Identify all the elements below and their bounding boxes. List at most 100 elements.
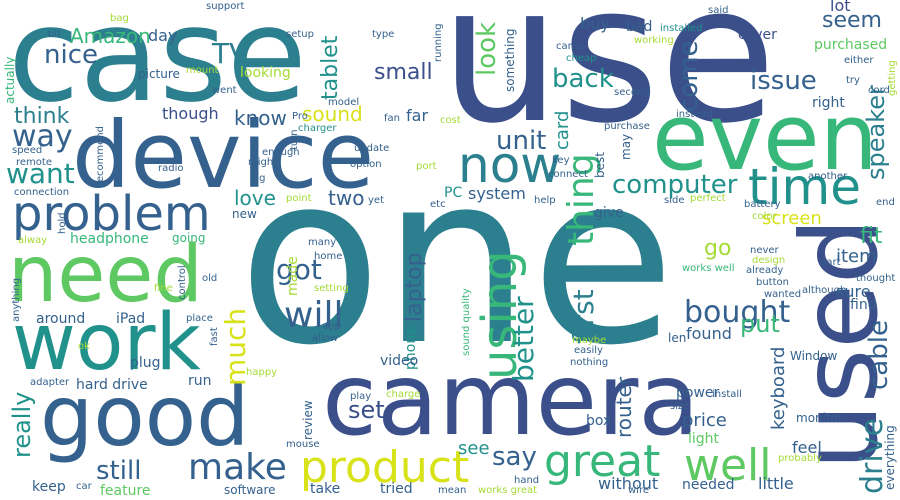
word-old: old bbox=[202, 273, 218, 284]
word-give: give bbox=[594, 205, 624, 221]
word-way: way bbox=[12, 119, 73, 154]
word-charge: charge bbox=[386, 389, 421, 400]
word-control: control bbox=[177, 265, 188, 300]
word-battery: battery bbox=[744, 199, 781, 210]
word-put: put bbox=[740, 310, 780, 338]
word-Window: Window bbox=[790, 349, 838, 363]
word-install: install bbox=[712, 389, 742, 400]
word-adapter: adapter bbox=[30, 377, 70, 388]
word-either: either bbox=[844, 55, 874, 66]
word-hard-drive: hard drive bbox=[76, 377, 148, 393]
word-Pro: Pro bbox=[292, 111, 308, 122]
word-will: will bbox=[284, 295, 344, 336]
word-everything: everything bbox=[883, 425, 897, 490]
word-right: right bbox=[812, 95, 845, 111]
word-monitor: monitor bbox=[796, 411, 843, 425]
word-without: without bbox=[598, 474, 659, 493]
word-came: came bbox=[556, 41, 584, 52]
word-yet: yet bbox=[368, 195, 384, 206]
word-although: although bbox=[802, 285, 847, 296]
word-around: around bbox=[36, 311, 86, 327]
word-go: go bbox=[704, 236, 732, 261]
word-best: best bbox=[593, 152, 607, 178]
word-want: want bbox=[6, 157, 75, 190]
word-well: well bbox=[684, 440, 772, 491]
word-nice: nice bbox=[44, 40, 98, 70]
word-anything: anything bbox=[11, 277, 22, 322]
word-better: better bbox=[507, 296, 540, 382]
word-fan: fan bbox=[384, 113, 400, 124]
word-ok: ok bbox=[78, 341, 90, 352]
word-might: might bbox=[248, 157, 278, 168]
word-type: type bbox=[372, 29, 395, 40]
word-cord: cord bbox=[868, 85, 890, 96]
word-now: now bbox=[458, 136, 562, 194]
word-car: car bbox=[76, 481, 92, 492]
word-good: good bbox=[40, 367, 250, 465]
word-instead: instead bbox=[676, 109, 713, 120]
word-happy: happy bbox=[246, 367, 278, 378]
word-work: work bbox=[12, 298, 201, 388]
word-mount: mount bbox=[186, 65, 219, 76]
word-mean: mean bbox=[438, 485, 467, 496]
word-running: running bbox=[433, 23, 444, 62]
word-set: set bbox=[348, 396, 385, 424]
word-got: got bbox=[276, 253, 322, 286]
word-perfect: perfect bbox=[690, 193, 726, 204]
word-purchased: purchased bbox=[814, 37, 888, 53]
word-light: light bbox=[688, 431, 720, 447]
word-alway: alway bbox=[18, 235, 48, 246]
word-two: two bbox=[328, 186, 365, 210]
word-keep: keep bbox=[32, 479, 66, 495]
word-size: size bbox=[670, 401, 690, 412]
word-second: second bbox=[614, 87, 650, 98]
word-laptop: laptop bbox=[402, 252, 427, 322]
word-probably: probably bbox=[778, 453, 822, 464]
word-installed: installed bbox=[660, 23, 703, 34]
word-unit: unit bbox=[496, 126, 547, 156]
word-tried: tried bbox=[380, 481, 413, 497]
word-computer: computer bbox=[612, 170, 738, 200]
word-setting: setting bbox=[314, 283, 349, 294]
word-enough: enough bbox=[262, 147, 300, 158]
word-lot: lot bbox=[830, 0, 851, 15]
word-review: review bbox=[301, 400, 315, 440]
word-maybe: maybe bbox=[572, 335, 607, 346]
word-time: time bbox=[748, 158, 861, 216]
word-one: one bbox=[238, 124, 676, 397]
word-feel: feel bbox=[792, 438, 822, 457]
word-router: router bbox=[612, 376, 636, 438]
word-may: may bbox=[619, 133, 633, 160]
word-app: app bbox=[322, 321, 341, 332]
word-easily: easily bbox=[574, 345, 603, 356]
word-speaker: speaker bbox=[862, 85, 890, 180]
word-point: point bbox=[286, 193, 312, 204]
word-cost: cost bbox=[440, 115, 461, 126]
word-already: already bbox=[746, 265, 784, 276]
word-fast: fast bbox=[209, 327, 220, 346]
word-item: item bbox=[836, 246, 877, 267]
word-went: went bbox=[212, 85, 237, 96]
word-love: love bbox=[234, 186, 276, 210]
word-part: part bbox=[820, 257, 841, 268]
word-model: model bbox=[328, 97, 360, 108]
word-found: found bbox=[686, 324, 732, 343]
word-picture: picture bbox=[138, 67, 180, 81]
word-going: going bbox=[172, 231, 206, 245]
word-support: support bbox=[206, 1, 245, 12]
word-need: need bbox=[8, 230, 203, 320]
word-use: use bbox=[440, 0, 777, 165]
word-say: say bbox=[492, 442, 537, 472]
word-camera: camera bbox=[322, 341, 700, 458]
word-still: still bbox=[96, 456, 142, 486]
word-purchase: purchase bbox=[604, 121, 650, 132]
word-works-well: works well bbox=[682, 263, 735, 274]
word-key: key bbox=[552, 155, 570, 166]
word-wire: wire bbox=[628, 485, 650, 496]
word-play: play bbox=[350, 391, 372, 402]
word-iPad: iPad bbox=[116, 311, 146, 327]
word-fine: fine bbox=[154, 283, 173, 294]
word-seem: seem bbox=[822, 8, 882, 33]
word-come: come bbox=[674, 40, 704, 112]
